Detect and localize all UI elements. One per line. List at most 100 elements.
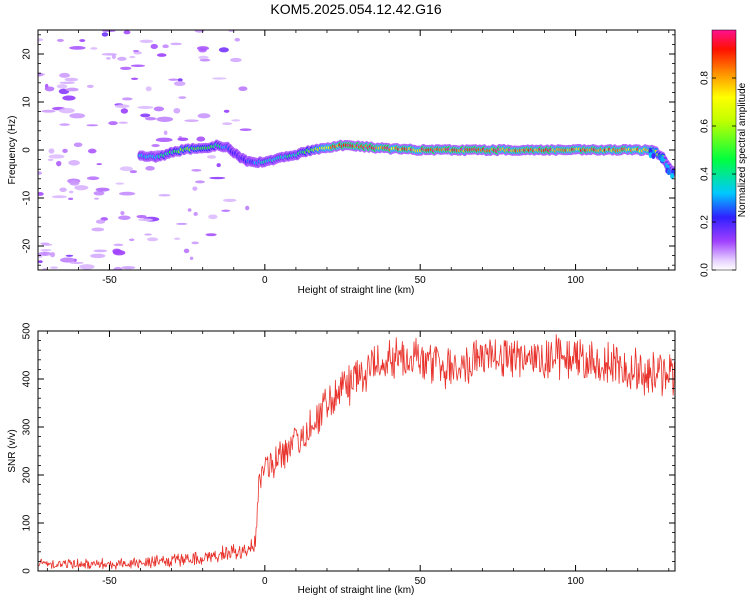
- spectrogram-noise-blob: [79, 264, 95, 270]
- spectrogram-noise-blob: [86, 84, 94, 88]
- snr-x-tick-label: -50: [102, 576, 117, 587]
- snr-marks: [38, 334, 675, 570]
- colorbar-tick-label: 0.6: [700, 119, 711, 133]
- spectrogram-noise-blob: [178, 96, 187, 99]
- spectrogram-noise-blob: [65, 87, 79, 92]
- spectrogram-noise-blob: [49, 266, 59, 269]
- colorbar-frame: [711, 29, 737, 271]
- spectrogram-noise-blob: [68, 197, 74, 201]
- spectrogram-noise-blob: [38, 38, 44, 42]
- spectrogram-noise-blob: [231, 119, 241, 122]
- spectrogram-noise-blob: [155, 137, 173, 143]
- spectrogram-noise-blob: [73, 142, 83, 147]
- spectrogram-noise-blob: [129, 55, 136, 59]
- colorbar-tick-label: 0.2: [700, 215, 711, 229]
- snr-y-label: SNR (v/v): [7, 429, 18, 472]
- spectrogram-noise-blob: [177, 137, 189, 141]
- spectrogram-noise-blob: [117, 56, 127, 61]
- spectrogram-noise-blob: [137, 218, 154, 222]
- spectrogram-noise-blob: [48, 154, 65, 159]
- spectrogram-noise-blob: [223, 198, 237, 202]
- spectrogram-noise-blob: [69, 190, 74, 194]
- snr-frame: [37, 330, 676, 572]
- spectrogram-noise-blob: [177, 78, 183, 82]
- spectrogram-noise-blob: [158, 194, 171, 197]
- spectrogram-noise-blob: [238, 86, 248, 91]
- spectrogram-noise-blob: [151, 144, 160, 148]
- spectrogram-noise-blob: [162, 44, 169, 49]
- spectrogram-noise-blob: [74, 185, 89, 191]
- spectrogram-noise-blob: [221, 122, 233, 126]
- spectrogram-noise-blob: [189, 256, 194, 261]
- snr-y-tick-label: 500: [22, 322, 33, 339]
- spectrogram-noise-blob: [51, 195, 68, 199]
- spectrogram-x-ticks: -50 0 50 100: [46, 30, 670, 286]
- spectrogram-noise-blob: [38, 260, 43, 264]
- colorbar: 0.0 0.2 0.4 0.6 0.8 Normalized spectral ampl…: [700, 29, 748, 277]
- spectrogram-noise-blob: [132, 49, 140, 53]
- spectrogram-noise-blob: [38, 251, 52, 256]
- spectrogram-noise-blob: [44, 86, 55, 92]
- spectrogram-noise-blob: [65, 254, 74, 257]
- spectrogram-noise-blob: [223, 109, 230, 113]
- spectrogram-noise-blob: [38, 192, 44, 196]
- spectrogram-noise-blob: [64, 77, 79, 82]
- spectrogram-noise-blob: [144, 233, 152, 236]
- spectrogram-noise-blob: [234, 37, 241, 42]
- spectrogram-noise-blob: [207, 155, 217, 159]
- spectrogram-noise-blob: [69, 113, 86, 119]
- snr-x-ticks: -50 0 50 100: [46, 331, 670, 587]
- snr-y-tick-label: 0: [22, 568, 33, 574]
- spectrogram-noise-blob: [199, 58, 211, 62]
- spectrogram-noise-blob: [41, 109, 56, 113]
- spectrogram-trace-fragment: [660, 156, 665, 163]
- snr-x-tick-label: 50: [415, 576, 427, 587]
- figure-title: KOM5.2025.054.12.42.G16: [270, 1, 441, 17]
- spectrogram-noise-blob: [69, 46, 86, 50]
- spectrogram-noise-blob: [145, 86, 152, 92]
- spectrogram-noise-blob: [59, 72, 70, 78]
- spectrogram-noise-blob: [48, 148, 55, 154]
- spectrogram-noise-blob: [62, 95, 76, 101]
- spectrogram-noise-blob: [129, 170, 137, 174]
- spectrogram-noise-blob: [245, 205, 250, 211]
- spectrogram-noise-blob: [94, 197, 99, 200]
- spectrogram-noise-blob: [191, 168, 202, 172]
- spectrogram-noise-blob: [96, 163, 103, 166]
- spectrogram-noise-blob: [60, 257, 76, 263]
- spectrogram-noise-blob: [194, 30, 205, 33]
- spectrogram-noise-blob: [130, 77, 139, 80]
- spectrogram-noise-blob: [68, 160, 80, 166]
- spectrogram-noise-blob: [86, 124, 99, 127]
- snr-y-ticks: 0 100 200 300 400 500: [22, 322, 675, 574]
- spectrogram-noise-blob: [208, 214, 218, 220]
- spectrogram-y-label: Frequency (Hz): [7, 116, 18, 185]
- spectrogram-noise-blob: [139, 39, 154, 43]
- spectrogram-noise-blob: [209, 176, 226, 180]
- colorbar-gradient: [712, 30, 736, 270]
- spectrogram-y-tick-label: 10: [22, 96, 33, 108]
- spectrogram-noise-blob: [113, 243, 124, 247]
- spectrogram-noise-blob: [153, 106, 165, 112]
- snr-series-line: [38, 334, 675, 570]
- spectrogram-noise-blob: [111, 53, 116, 60]
- spectrogram-noise-blob: [197, 113, 211, 119]
- spectrogram-noise-blob: [147, 237, 159, 242]
- spectrogram-noise-blob: [239, 128, 252, 132]
- spectrogram-noise-blob: [144, 116, 157, 121]
- spectrogram-noise-blob: [168, 78, 179, 81]
- spectrogram-noise-blob: [173, 107, 181, 114]
- spectrogram-x-tick-label: 0: [262, 275, 268, 286]
- spectrogram-noise-blob: [120, 66, 132, 70]
- spectrogram-noise-blob: [106, 56, 111, 60]
- spectrogram-trace-fragment: [648, 147, 653, 154]
- spectrogram-noise-blob: [113, 266, 123, 270]
- spectrogram-noise-blob: [119, 166, 134, 172]
- spectrogram-noise-blob: [193, 212, 198, 216]
- colorbar-tick-label: 0.0: [700, 263, 711, 277]
- colorbar-tick-label: 0.8: [700, 71, 711, 85]
- spectrogram-noise-blob: [129, 238, 135, 242]
- spectrogram-noise-blob: [196, 46, 210, 51]
- spectrogram-y-ticks: -20 -10 0 10 20: [22, 34, 675, 266]
- spectrogram-noise-blob: [218, 47, 229, 53]
